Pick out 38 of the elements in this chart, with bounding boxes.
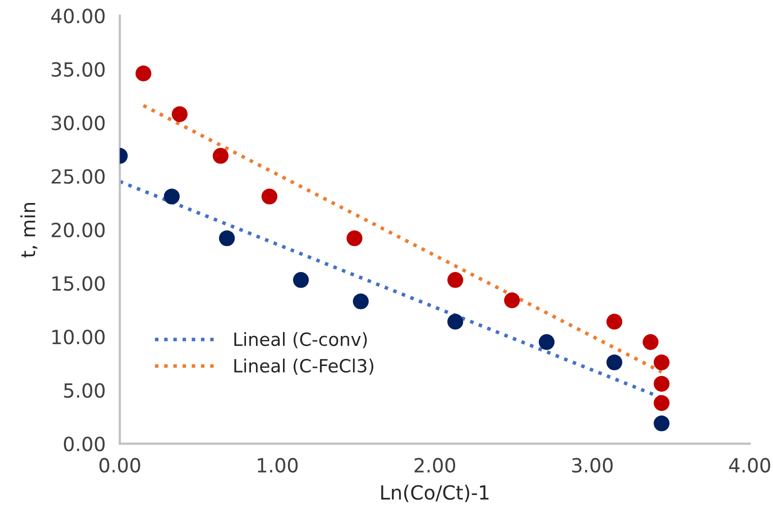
y-axis-title: t, min xyxy=(20,203,38,258)
point xyxy=(654,376,670,392)
y-tick-label: 10.00 xyxy=(52,330,105,344)
y-tick-label: 15.00 xyxy=(52,276,105,291)
point xyxy=(538,334,555,350)
x-tick-label: 3.00 xyxy=(572,458,613,473)
point xyxy=(642,334,659,350)
point xyxy=(218,230,235,246)
point xyxy=(654,354,670,370)
y-tick-label: 20.00 xyxy=(52,222,105,238)
y-tick-label: 30.00 xyxy=(52,116,105,130)
point xyxy=(212,148,229,164)
point xyxy=(654,415,670,432)
legend-label: Lineal (C-conv) xyxy=(234,332,367,348)
y-tick-label: 40.00 xyxy=(51,8,105,24)
point xyxy=(504,292,520,308)
point xyxy=(293,272,309,288)
point xyxy=(654,395,670,411)
y-tick-label: 5.00 xyxy=(64,383,105,398)
point xyxy=(447,272,464,288)
y-tick-label: 0.00 xyxy=(64,436,105,452)
point xyxy=(172,106,188,122)
point xyxy=(346,230,362,246)
x-axis-title: Ln(Co/Ct)-1 xyxy=(381,484,488,502)
y-tick-label: 25.00 xyxy=(52,169,105,184)
x-tick-label: 1.00 xyxy=(258,458,298,473)
point xyxy=(606,354,622,370)
point xyxy=(352,293,369,310)
point xyxy=(606,314,622,330)
point xyxy=(447,314,464,330)
y-tick-label: 35.00 xyxy=(52,62,105,77)
legend-label: Lineal (C-FeCl3) xyxy=(234,358,374,375)
point xyxy=(136,66,152,82)
x-tick-label: 2.00 xyxy=(414,458,456,473)
point xyxy=(164,188,180,204)
point xyxy=(262,188,278,204)
x-tick-label: 0.00 xyxy=(99,458,140,473)
x-tick-label: 4.00 xyxy=(729,458,770,473)
